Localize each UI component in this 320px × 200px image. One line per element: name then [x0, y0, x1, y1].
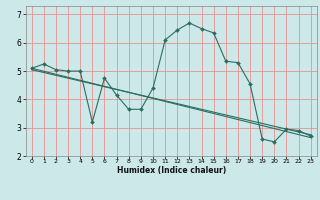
X-axis label: Humidex (Indice chaleur): Humidex (Indice chaleur) — [116, 166, 226, 175]
